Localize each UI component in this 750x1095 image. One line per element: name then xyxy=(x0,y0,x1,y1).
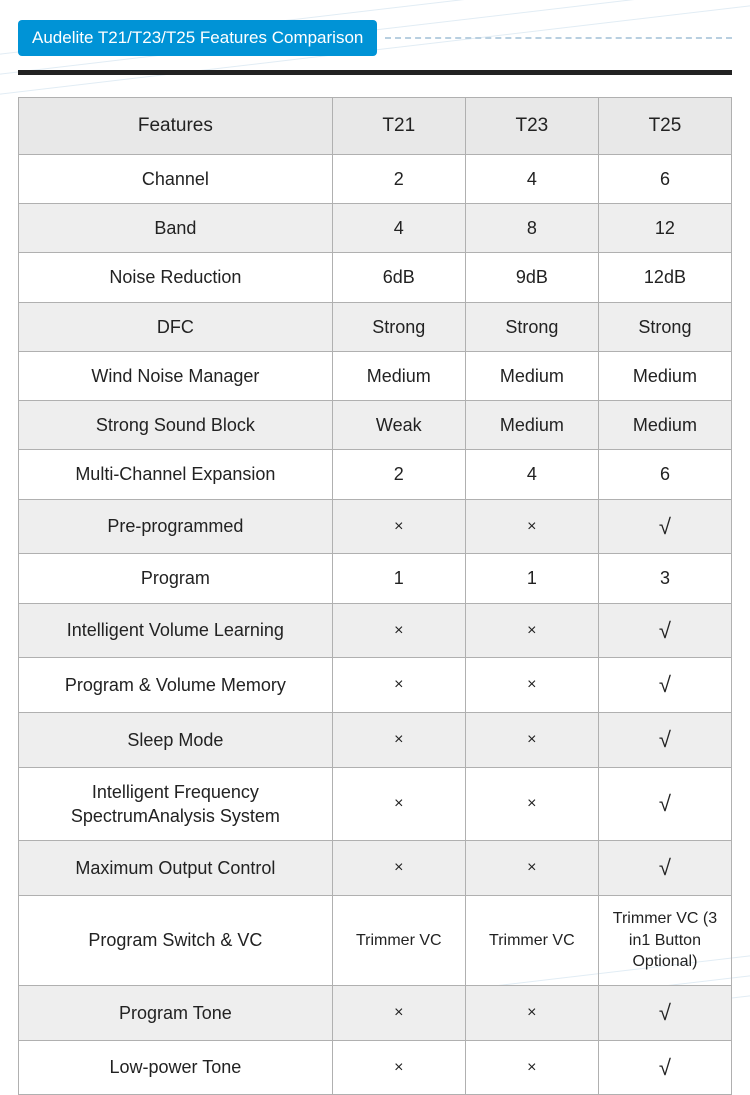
feature-cell: Program Switch & VC xyxy=(19,896,333,986)
t21-cell: Weak xyxy=(332,401,465,450)
t25-cell: √ xyxy=(598,985,731,1040)
table-row: Channel246 xyxy=(19,154,732,203)
t23-cell: 1 xyxy=(465,554,598,603)
table-row: Intelligent Volume Learning××√ xyxy=(19,603,732,658)
t21-cell: × xyxy=(332,603,465,658)
t23-cell: × xyxy=(465,499,598,554)
title-dash-line xyxy=(385,37,732,39)
t25-cell: Medium xyxy=(598,401,731,450)
feature-cell: Strong Sound Block xyxy=(19,401,333,450)
t23-cell: × xyxy=(465,841,598,896)
table-row: Program113 xyxy=(19,554,732,603)
t21-cell: × xyxy=(332,658,465,713)
t25-cell: 12dB xyxy=(598,253,731,302)
t21-cell: × xyxy=(332,767,465,841)
t23-cell: × xyxy=(465,603,598,658)
feature-cell: Multi-Channel Expansion xyxy=(19,450,333,499)
col-t23: T23 xyxy=(465,98,598,155)
t25-cell: Strong xyxy=(598,302,731,351)
feature-cell: Pre-programmed xyxy=(19,499,333,554)
t25-cell: √ xyxy=(598,1040,731,1095)
page-title-pill: Audelite T21/T23/T25 Features Comparison xyxy=(18,20,377,56)
feature-cell: Program xyxy=(19,554,333,603)
horizontal-rule xyxy=(18,70,732,75)
t25-cell: √ xyxy=(598,767,731,841)
table-header-row: Features T21 T23 T25 xyxy=(19,98,732,155)
col-features: Features xyxy=(19,98,333,155)
t25-cell: √ xyxy=(598,658,731,713)
t21-cell: 2 xyxy=(332,154,465,203)
t25-cell: Trimmer VC (3 in1 Button Optional) xyxy=(598,896,731,986)
table-row: Maximum Output Control××√ xyxy=(19,841,732,896)
t23-cell: 9dB xyxy=(465,253,598,302)
t25-cell: 12 xyxy=(598,203,731,252)
t21-cell: Trimmer VC xyxy=(332,896,465,986)
feature-cell: Channel xyxy=(19,154,333,203)
t23-cell: 4 xyxy=(465,154,598,203)
t25-cell: √ xyxy=(598,499,731,554)
t25-cell: √ xyxy=(598,841,731,896)
table-row: Strong Sound BlockWeakMediumMedium xyxy=(19,401,732,450)
t23-cell: Strong xyxy=(465,302,598,351)
t21-cell: × xyxy=(332,985,465,1040)
table-row: Program Tone××√ xyxy=(19,985,732,1040)
table-row: Sleep Mode××√ xyxy=(19,713,732,768)
t21-cell: × xyxy=(332,713,465,768)
t21-cell: × xyxy=(332,499,465,554)
col-t21: T21 xyxy=(332,98,465,155)
table-row: Band4812 xyxy=(19,203,732,252)
t25-cell: √ xyxy=(598,603,731,658)
comparison-table: Features T21 T23 T25 Channel246Band4812N… xyxy=(18,97,732,1095)
col-t25: T25 xyxy=(598,98,731,155)
t23-cell: Medium xyxy=(465,351,598,400)
feature-cell: Sleep Mode xyxy=(19,713,333,768)
table-row: Program & Volume Memory××√ xyxy=(19,658,732,713)
feature-cell: Intelligent Volume Learning xyxy=(19,603,333,658)
feature-cell: Maximum Output Control xyxy=(19,841,333,896)
t23-cell: × xyxy=(465,985,598,1040)
t21-cell: × xyxy=(332,1040,465,1095)
feature-cell: Program & Volume Memory xyxy=(19,658,333,713)
t21-cell: 1 xyxy=(332,554,465,603)
table-row: Pre-programmed××√ xyxy=(19,499,732,554)
feature-cell: Band xyxy=(19,203,333,252)
t23-cell: × xyxy=(465,713,598,768)
t25-cell: Medium xyxy=(598,351,731,400)
t21-cell: 6dB xyxy=(332,253,465,302)
t21-cell: Medium xyxy=(332,351,465,400)
t23-cell: 8 xyxy=(465,203,598,252)
table-row: Program Switch & VCTrimmer VCTrimmer VCT… xyxy=(19,896,732,986)
t21-cell: 2 xyxy=(332,450,465,499)
t25-cell: 6 xyxy=(598,154,731,203)
t21-cell: × xyxy=(332,841,465,896)
feature-cell: Noise Reduction xyxy=(19,253,333,302)
table-row: Intelligent Frequency SpectrumAnalysis S… xyxy=(19,767,732,841)
t25-cell: 6 xyxy=(598,450,731,499)
table-row: Noise Reduction6dB9dB12dB xyxy=(19,253,732,302)
t23-cell: × xyxy=(465,1040,598,1095)
feature-cell: Wind Noise Manager xyxy=(19,351,333,400)
table-row: Wind Noise ManagerMediumMediumMedium xyxy=(19,351,732,400)
t21-cell: Strong xyxy=(332,302,465,351)
feature-cell: DFC xyxy=(19,302,333,351)
table-row: Multi-Channel Expansion246 xyxy=(19,450,732,499)
t21-cell: 4 xyxy=(332,203,465,252)
t23-cell: × xyxy=(465,658,598,713)
t23-cell: × xyxy=(465,767,598,841)
t23-cell: Trimmer VC xyxy=(465,896,598,986)
t25-cell: 3 xyxy=(598,554,731,603)
t25-cell: √ xyxy=(598,713,731,768)
table-row: Low-power Tone××√ xyxy=(19,1040,732,1095)
feature-cell: Low-power Tone xyxy=(19,1040,333,1095)
table-row: DFCStrongStrongStrong xyxy=(19,302,732,351)
t23-cell: Medium xyxy=(465,401,598,450)
t23-cell: 4 xyxy=(465,450,598,499)
title-row: Audelite T21/T23/T25 Features Comparison xyxy=(18,20,732,56)
feature-cell: Program Tone xyxy=(19,985,333,1040)
feature-cell: Intelligent Frequency SpectrumAnalysis S… xyxy=(19,767,333,841)
